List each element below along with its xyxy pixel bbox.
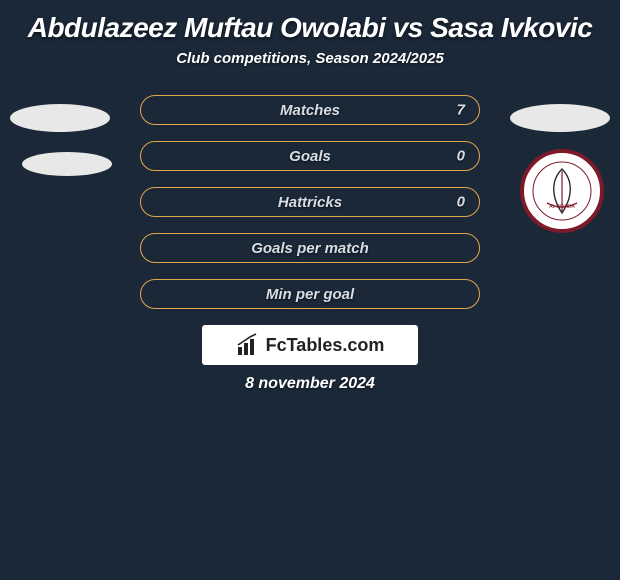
stat-value-right: 0 [457,194,465,211]
stat-label: Hattricks [278,194,342,211]
stat-row-goals-per-match: Goals per match [140,233,480,263]
stat-row-min-per-goal: Min per goal [140,279,480,309]
page-title: Abdulazeez Muftau Owolabi vs Sasa Ivkovi… [0,0,620,50]
club-badge: AL WAHDA [520,149,604,233]
stat-label: Matches [280,102,340,119]
oval-placeholder-icon [10,104,110,132]
stats-section: AL WAHDA Matches 7 Goals 0 Hattricks 0 G… [0,95,620,309]
footer-date: 8 november 2024 [0,375,620,393]
right-club-badge-slot: AL WAHDA [500,141,620,241]
player-photo-placeholder-left [10,104,110,132]
stat-label: Goals per match [251,240,369,257]
right-player-column: AL WAHDA [500,95,620,241]
left-player-column [0,95,120,187]
bar-chart-icon [236,333,260,357]
right-player-photo-slot [500,95,620,141]
oval-placeholder-icon [510,104,610,132]
stat-label: Goals [289,148,331,165]
footer-brand-text: FcTables.com [266,335,385,356]
club-badge-emblem: AL WAHDA [532,161,592,221]
svg-text:AL WAHDA: AL WAHDA [549,204,575,210]
club-photo-placeholder-left [22,152,112,176]
stat-value-right: 0 [457,148,465,165]
left-club-photo-slot [0,141,120,187]
left-player-photo-slot [0,95,120,141]
stat-row-matches: Matches 7 [140,95,480,125]
stat-label: Min per goal [266,286,354,303]
club-emblem-icon: AL WAHDA [532,161,592,221]
comparison-card: Abdulazeez Muftau Owolabi vs Sasa Ivkovi… [0,0,620,580]
fctables-logo-link[interactable]: FcTables.com [202,325,418,365]
stat-row-hattricks: Hattricks 0 [140,187,480,217]
stat-value-right: 7 [457,102,465,119]
oval-placeholder-icon [22,152,112,176]
season-subtitle: Club competitions, Season 2024/2025 [0,50,620,67]
player-photo-placeholder-right [510,104,610,132]
stat-row-goals: Goals 0 [140,141,480,171]
